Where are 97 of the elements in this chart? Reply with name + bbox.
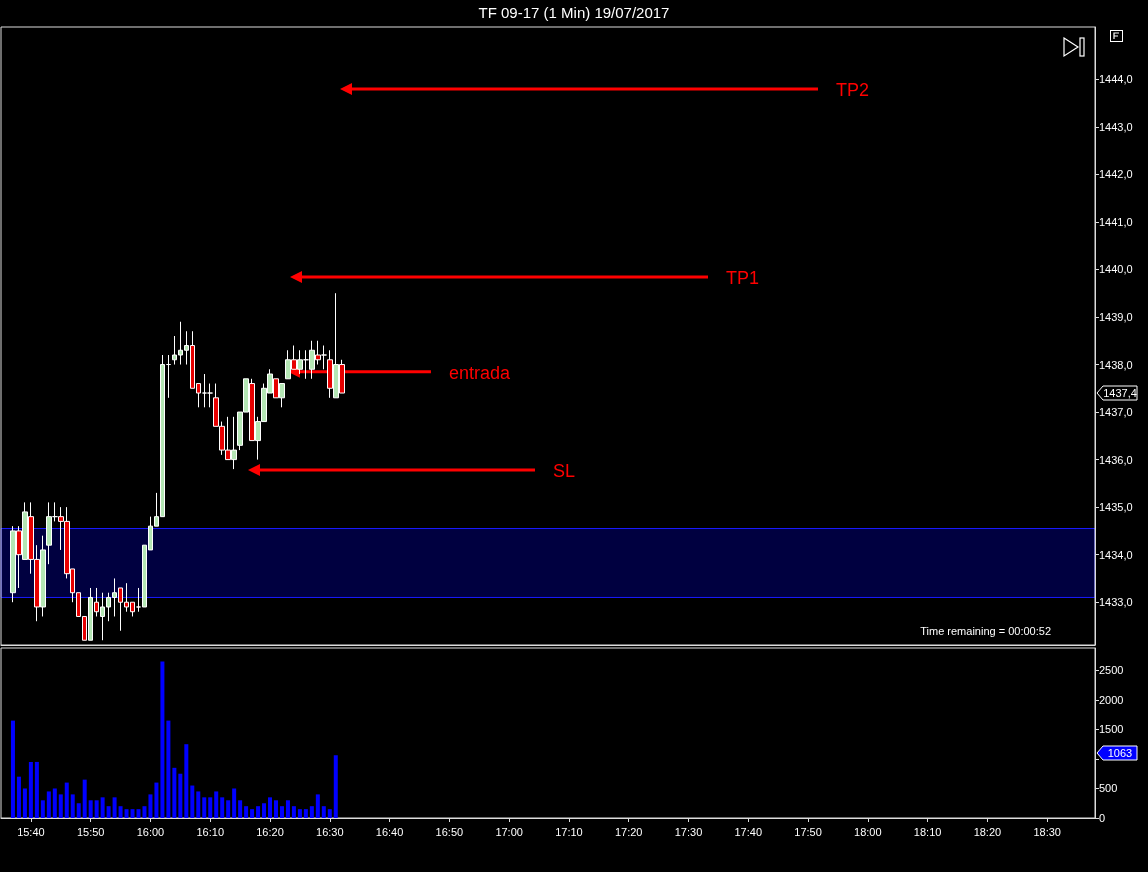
bar bbox=[52, 788, 57, 818]
x-tick-label: 17:20 bbox=[614, 825, 643, 838]
x-tick-label: 16:50 bbox=[435, 825, 464, 838]
bar bbox=[262, 803, 267, 818]
bar bbox=[226, 800, 231, 818]
x-tick-label: 15:50 bbox=[76, 825, 105, 838]
y-tick-label: 1500 bbox=[1099, 723, 1124, 736]
y-tick-label: 1438,0 bbox=[1099, 358, 1133, 371]
y-tick-label: 2000 bbox=[1099, 693, 1124, 706]
bar bbox=[118, 806, 123, 818]
bar bbox=[76, 803, 81, 818]
x-tick-label: 15:40 bbox=[17, 825, 45, 838]
bar bbox=[321, 806, 326, 818]
bar bbox=[94, 800, 99, 818]
bar bbox=[58, 794, 63, 818]
y-tick-label: 1437,0 bbox=[1099, 406, 1133, 419]
bar bbox=[22, 788, 27, 818]
annotation: entrada bbox=[448, 362, 511, 383]
y-tick-label: 500 bbox=[1099, 782, 1118, 795]
bar bbox=[142, 806, 147, 818]
text: 1437,4 bbox=[1103, 387, 1137, 399]
x-tick-label: 16:00 bbox=[136, 825, 165, 838]
x-tick-label: 16:40 bbox=[375, 825, 404, 838]
x-tick-label: 18:00 bbox=[854, 825, 882, 838]
bar bbox=[124, 809, 129, 818]
x-tick-label: 16:30 bbox=[316, 825, 344, 838]
chart-title: TF 09-17 (1 Min) 19/07/2017 bbox=[477, 3, 671, 23]
bar bbox=[82, 779, 87, 818]
bar bbox=[64, 782, 69, 818]
bar bbox=[154, 782, 159, 818]
bar bbox=[184, 744, 189, 818]
bar bbox=[285, 800, 290, 818]
y-tick-label: 1443,0 bbox=[1099, 120, 1133, 133]
annotation: TP2 bbox=[836, 80, 870, 100]
bar bbox=[208, 797, 213, 818]
bar bbox=[327, 809, 332, 818]
candlestick bbox=[166, 354, 171, 399]
bar bbox=[16, 776, 21, 818]
bar bbox=[46, 791, 51, 818]
x-tick-label: 16:20 bbox=[256, 825, 284, 838]
y-tick-label: 1444,0 bbox=[1099, 73, 1133, 86]
y-tick-label: 1439,0 bbox=[1099, 310, 1133, 323]
x-tick-label: 17:50 bbox=[794, 825, 822, 838]
bar bbox=[279, 806, 284, 818]
y-tick-label: 1436,0 bbox=[1099, 453, 1133, 466]
bar bbox=[166, 720, 171, 818]
bar bbox=[100, 797, 105, 818]
bar bbox=[160, 661, 165, 818]
bar bbox=[190, 785, 195, 818]
bar bbox=[88, 800, 93, 818]
bar bbox=[220, 797, 225, 818]
x-tick-label: 17:40 bbox=[734, 825, 763, 838]
bar bbox=[34, 761, 39, 818]
bar bbox=[232, 788, 237, 818]
bar bbox=[112, 797, 117, 818]
bar bbox=[309, 806, 314, 818]
text: 1063 bbox=[1107, 747, 1133, 759]
y-tick-label: 1435,0 bbox=[1099, 501, 1133, 514]
bar bbox=[178, 773, 183, 818]
y-tick-label: 1433,0 bbox=[1099, 596, 1133, 609]
bar bbox=[40, 800, 45, 818]
x-tick-label: 16:10 bbox=[196, 825, 224, 838]
y-tick-label: 2500 bbox=[1099, 664, 1124, 677]
x-tick-label: 18:10 bbox=[913, 825, 942, 838]
y-tick-label: 1442,0 bbox=[1099, 168, 1133, 181]
annotation: SL bbox=[553, 461, 576, 481]
bar bbox=[256, 806, 261, 818]
x-tick-label: 17:10 bbox=[555, 825, 583, 838]
y-tick-label: 1434,0 bbox=[1099, 548, 1133, 561]
bar bbox=[244, 806, 249, 818]
y-tick-label: 1440,0 bbox=[1099, 263, 1133, 276]
bar bbox=[70, 794, 75, 818]
x-tick-label: 17:00 bbox=[495, 825, 523, 838]
bar bbox=[172, 767, 177, 818]
x-tick-label: 18:20 bbox=[973, 825, 1002, 838]
x-tick-label: 17:30 bbox=[674, 825, 703, 838]
bar bbox=[148, 794, 153, 818]
bar bbox=[196, 791, 201, 818]
annotation: TP1 bbox=[726, 268, 760, 288]
annotation: Time remaining = 00:00:52 bbox=[920, 625, 1051, 637]
bar bbox=[268, 797, 273, 818]
bar bbox=[238, 800, 243, 818]
y-tick-label: 0 bbox=[1099, 812, 1106, 824]
bar bbox=[202, 797, 207, 818]
x-tick-label: 18:30 bbox=[1033, 825, 1061, 838]
bar bbox=[291, 806, 296, 818]
bar bbox=[214, 791, 219, 818]
bar bbox=[303, 809, 308, 818]
bar bbox=[10, 720, 15, 818]
bar bbox=[273, 800, 278, 818]
bar bbox=[315, 794, 320, 818]
bar bbox=[28, 761, 33, 818]
bar bbox=[297, 809, 302, 818]
bar bbox=[106, 806, 111, 818]
bar bbox=[250, 809, 255, 818]
bar bbox=[333, 755, 338, 818]
y-tick-label: 1441,0 bbox=[1099, 215, 1133, 228]
